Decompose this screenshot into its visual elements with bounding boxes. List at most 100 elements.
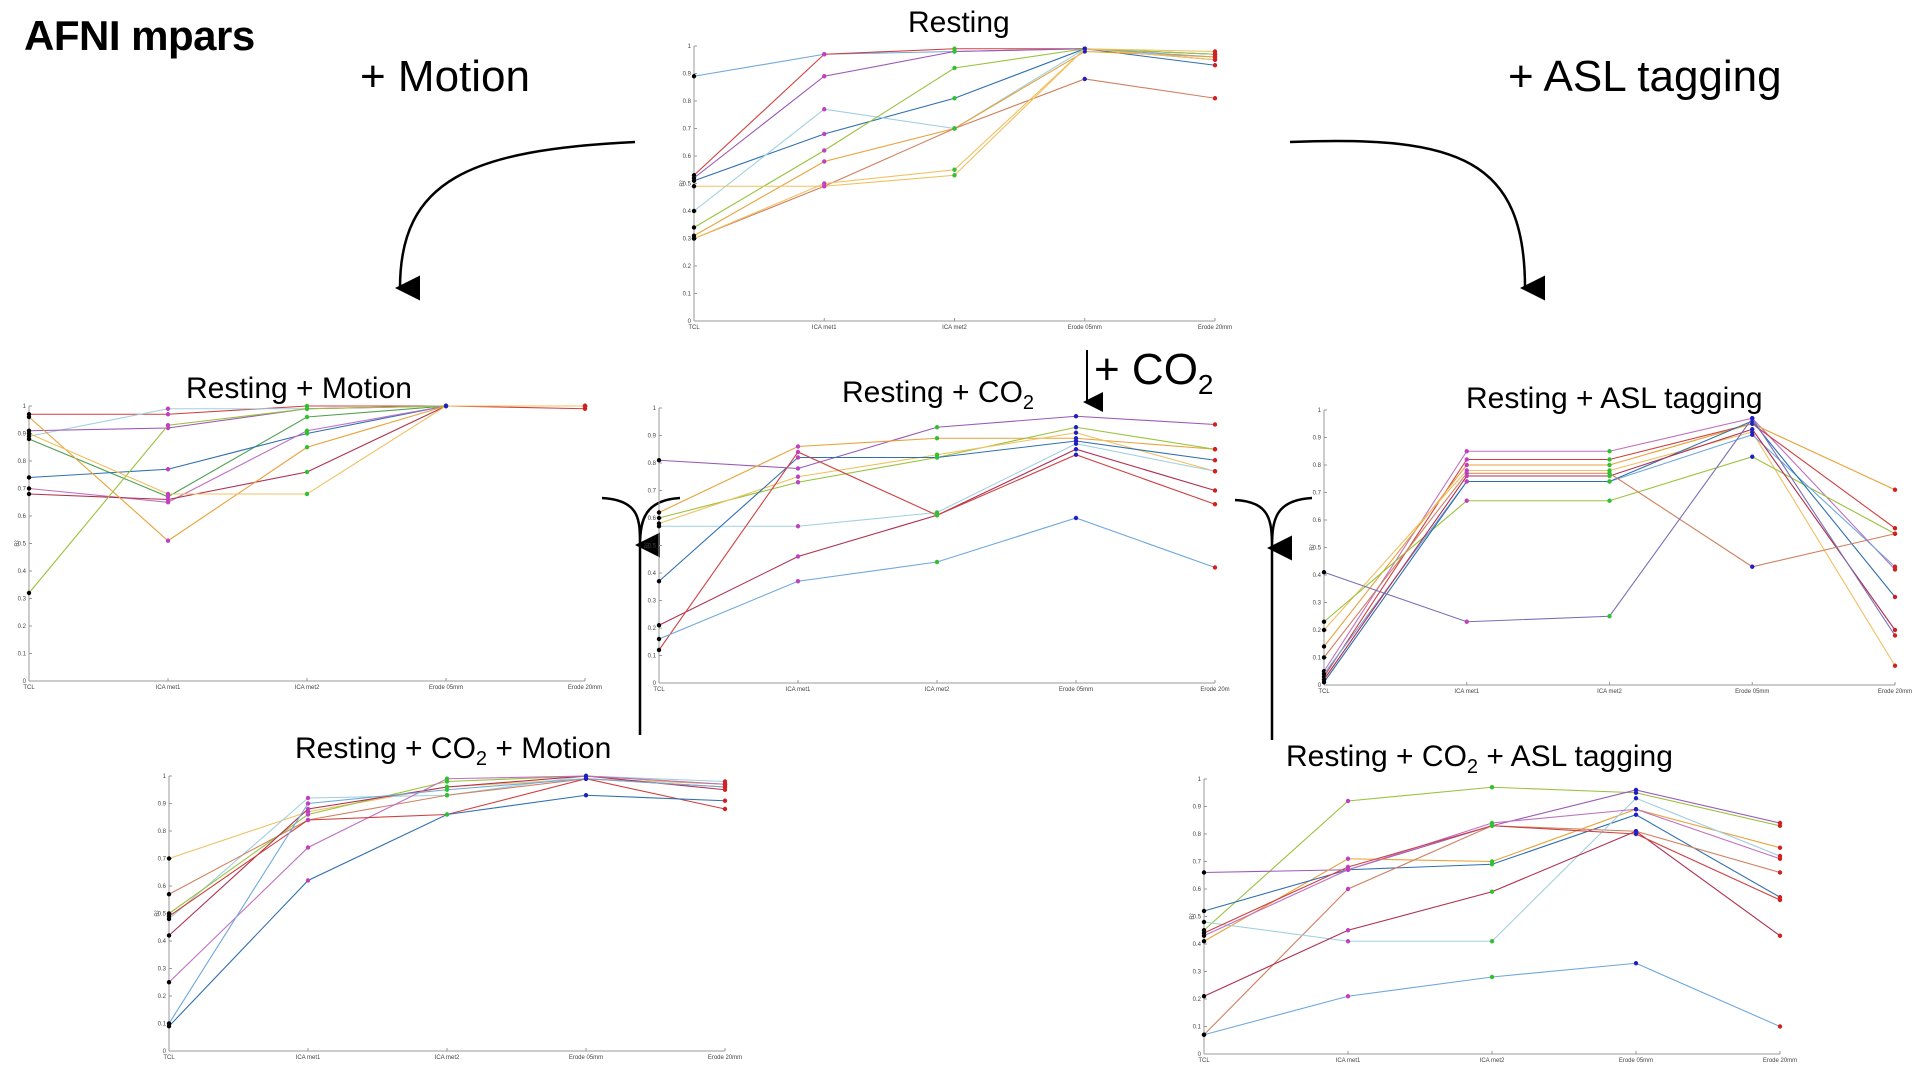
data-point <box>795 474 801 479</box>
data-point <box>1489 862 1495 867</box>
series-line <box>1323 423 1896 647</box>
data-point <box>952 173 957 178</box>
data-point <box>795 480 801 485</box>
data-point <box>1607 479 1612 484</box>
data-point <box>165 412 171 417</box>
data-point <box>1212 488 1218 493</box>
y-axis-label: R² <box>1190 913 1196 919</box>
data-point <box>1892 633 1898 638</box>
y-tick-label: 0.8 <box>158 829 167 835</box>
data-point <box>1073 447 1079 452</box>
data-point <box>1321 619 1327 624</box>
data-point <box>952 65 957 71</box>
y-tick-label: 0.7 <box>683 127 692 133</box>
series-line <box>658 517 1216 640</box>
data-point <box>691 225 697 230</box>
data-point <box>1750 564 1755 569</box>
data-point <box>1212 565 1218 570</box>
chart-resting: 0 0.1 0.2 0.3 0.4 0.5 0.6 0.7 0.8 0.9 1 R² TCL ICA me… <box>680 44 1232 331</box>
data-point <box>795 449 801 455</box>
data-point <box>1212 96 1218 101</box>
data-point <box>166 892 172 897</box>
x-tick-label: TCL <box>23 685 35 691</box>
data-point <box>656 579 662 584</box>
asl-transition-label: + ASL tagging <box>1508 52 1782 101</box>
data-point <box>305 845 311 850</box>
data-point <box>1345 928 1351 933</box>
data-point <box>443 403 449 409</box>
y-tick-label: 0.8 <box>1313 463 1322 469</box>
data-point <box>1073 515 1079 521</box>
chart-title-resting-co2-asl: Resting + CO2 + ASL tagging <box>1286 740 1673 778</box>
y-tick-label: 0.4 <box>158 939 167 945</box>
data-point <box>166 933 172 938</box>
x-tick-label: ICA met2 <box>1480 1058 1505 1064</box>
data-point <box>1073 438 1079 444</box>
data-point <box>165 406 171 411</box>
y-axis-label: R² <box>155 910 161 916</box>
data-point <box>1345 994 1351 999</box>
y-tick-label: 0.3 <box>158 967 167 973</box>
data-point <box>166 1021 172 1026</box>
data-point <box>1777 856 1783 861</box>
y-tick-label: 0.5 <box>158 912 167 918</box>
series-line <box>693 48 1216 228</box>
data-point <box>691 208 697 214</box>
data-point <box>656 623 662 628</box>
y-tick-label: 0.2 <box>158 994 167 1000</box>
series-line <box>1203 797 1781 942</box>
x-tick-label: TCL <box>653 687 665 693</box>
x-tick-label: ICA met2 <box>295 685 320 691</box>
data-point <box>1750 432 1755 437</box>
y-tick-label: 0.9 <box>648 434 657 440</box>
data-point <box>166 980 172 985</box>
data-point <box>1464 449 1469 454</box>
y-tick-label: 0.8 <box>1193 832 1202 838</box>
data-point <box>1777 845 1783 850</box>
data-point <box>1464 498 1469 503</box>
y-tick-label: 0.5 <box>683 182 692 188</box>
y-tick-label: 1 <box>163 774 167 780</box>
y-tick-label: 0.6 <box>158 884 167 890</box>
data-point <box>822 52 827 57</box>
data-point <box>1750 416 1755 421</box>
data-point <box>444 793 450 798</box>
data-point <box>1750 427 1755 432</box>
y-tick-label: 0.5 <box>1313 546 1322 552</box>
y-tick-label: 0.2 <box>648 626 657 632</box>
x-tick-label: ICA met1 <box>1336 1058 1361 1064</box>
arrow-to-co2-motion <box>601 496 681 735</box>
series-line <box>658 437 1216 513</box>
data-point <box>26 486 32 491</box>
data-point <box>444 787 450 792</box>
co2-transition-label: + CO2 <box>1094 345 1214 400</box>
data-point <box>952 49 957 54</box>
y-tick-label: 0.9 <box>1313 436 1322 442</box>
data-point <box>795 444 801 449</box>
x-tick-label: ICA met1 <box>1454 689 1479 695</box>
data-point <box>1607 498 1612 503</box>
data-point <box>1212 422 1218 427</box>
data-point <box>444 812 450 817</box>
x-tick-label: ICA met2 <box>1597 689 1622 695</box>
data-point <box>722 784 728 790</box>
data-point <box>1212 502 1218 507</box>
y-tick-label: 0.6 <box>1193 887 1202 893</box>
data-point <box>795 455 801 460</box>
data-point <box>722 798 728 803</box>
y-tick-label: 0.7 <box>18 487 27 493</box>
y-tick-label: 0 <box>688 319 692 325</box>
chart-title-resting-motion: Resting + Motion <box>186 372 412 405</box>
data-point <box>656 515 662 521</box>
data-point <box>1073 425 1079 430</box>
data-point <box>165 497 171 502</box>
data-point <box>1464 462 1469 468</box>
data-point <box>304 406 310 411</box>
y-tick-label: 0.2 <box>1193 997 1202 1003</box>
data-point <box>1212 57 1218 62</box>
data-point <box>1212 447 1218 452</box>
data-point <box>952 167 957 172</box>
series-line <box>168 778 726 917</box>
x-tick-label: ICA met2 <box>942 325 967 331</box>
data-point <box>166 856 172 861</box>
